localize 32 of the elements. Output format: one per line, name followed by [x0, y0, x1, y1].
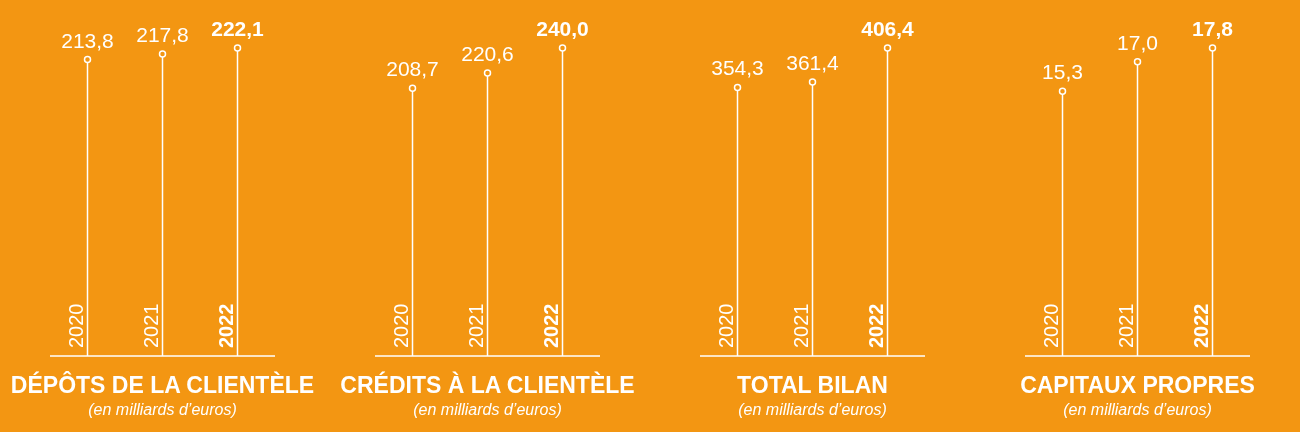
data-label: 220,6: [461, 41, 514, 65]
data-label: 208,7: [386, 57, 439, 81]
x-tick-label: 2022: [539, 303, 562, 348]
data-label: 240,0: [536, 17, 589, 40]
data-label: 361,4: [786, 51, 840, 75]
text: (en milliards d’euros): [412, 401, 563, 419]
text: CAPITAUX PROPRES: [1019, 372, 1256, 399]
data-label: 406,4: [861, 17, 915, 40]
x-tick-label: 2021: [1114, 303, 1137, 348]
text: (en milliards d’euros): [1062, 401, 1213, 419]
x-tick-label: 2020: [714, 303, 737, 348]
x-tick-label: 2022: [214, 303, 237, 348]
data-label: 15,3: [1042, 60, 1083, 84]
text: (en milliards d’euros): [87, 401, 238, 419]
data-label: 222,1: [211, 17, 265, 40]
data-label: 217,8: [136, 22, 189, 46]
text: (en milliards d’euros): [737, 401, 888, 419]
text: DÉPÔTS DE LA CLIENTÈLE: [9, 372, 316, 399]
x-tick-label: 2022: [1189, 303, 1212, 348]
text: CRÉDITS À LA CLIENTÈLE: [339, 372, 636, 399]
x-tick-label: 2020: [1039, 303, 1062, 348]
data-label: 17,0: [1117, 30, 1158, 54]
x-tick-label: 2021: [789, 303, 812, 348]
data-label: 354,3: [711, 56, 764, 80]
x-tick-label: 2021: [464, 303, 487, 348]
x-tick-label: 2020: [64, 303, 87, 348]
x-tick-label: 2020: [389, 303, 412, 348]
text: TOTAL BILAN: [736, 372, 889, 399]
x-tick-label: 2022: [864, 303, 887, 348]
x-tick-label: 2021: [139, 303, 162, 348]
data-label: 17,8: [1192, 17, 1234, 40]
data-label: 213,8: [61, 28, 114, 52]
